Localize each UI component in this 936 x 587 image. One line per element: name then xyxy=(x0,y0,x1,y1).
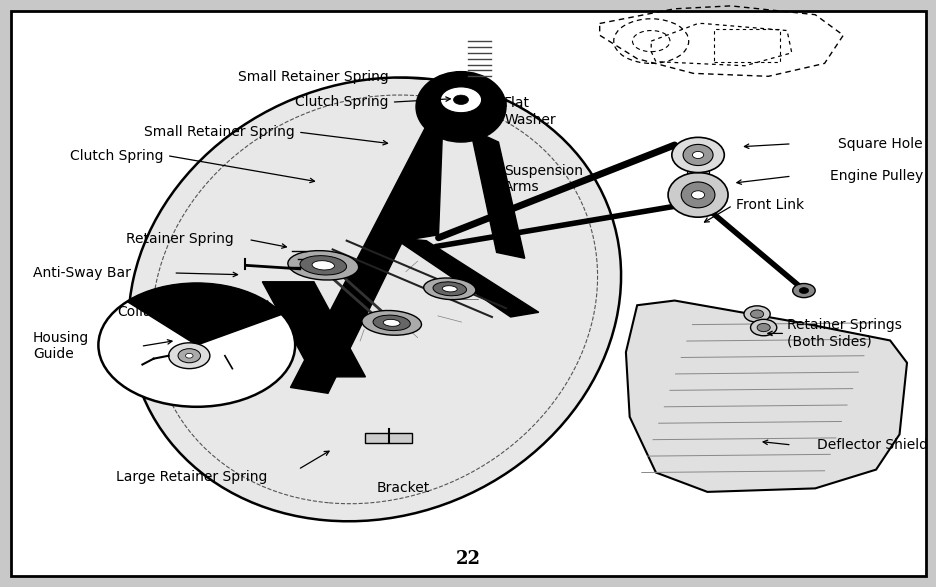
Ellipse shape xyxy=(312,261,334,270)
Polygon shape xyxy=(127,284,282,345)
Polygon shape xyxy=(393,238,538,317)
Ellipse shape xyxy=(287,251,358,280)
FancyBboxPatch shape xyxy=(11,11,925,576)
Text: Large Retainer Spring: Large Retainer Spring xyxy=(116,470,268,484)
Text: Deflector Shield: Deflector Shield xyxy=(816,438,927,452)
Text: Square Hole: Square Hole xyxy=(838,137,922,151)
Ellipse shape xyxy=(383,319,400,326)
Text: Housing
Guide: Housing Guide xyxy=(33,331,89,362)
Circle shape xyxy=(798,288,808,294)
Polygon shape xyxy=(625,301,906,492)
Circle shape xyxy=(453,95,468,104)
Ellipse shape xyxy=(423,278,475,299)
Ellipse shape xyxy=(442,286,457,292)
Ellipse shape xyxy=(185,353,193,358)
Ellipse shape xyxy=(373,315,410,330)
Ellipse shape xyxy=(432,282,466,296)
Ellipse shape xyxy=(692,151,703,158)
Text: 22: 22 xyxy=(456,550,480,568)
Text: Flat
Washer: Flat Washer xyxy=(504,96,555,127)
Polygon shape xyxy=(290,127,472,393)
Circle shape xyxy=(98,284,295,407)
Text: Retainer Springs
(Both Sides): Retainer Springs (Both Sides) xyxy=(786,318,901,349)
Ellipse shape xyxy=(178,349,200,363)
Circle shape xyxy=(750,310,763,318)
Ellipse shape xyxy=(691,191,704,199)
Circle shape xyxy=(756,323,769,332)
FancyBboxPatch shape xyxy=(365,433,412,443)
Polygon shape xyxy=(262,282,365,377)
Ellipse shape xyxy=(667,173,727,217)
Text: Bracket: Bracket xyxy=(376,481,429,495)
Ellipse shape xyxy=(671,137,724,173)
Ellipse shape xyxy=(440,87,481,113)
Text: Front Link: Front Link xyxy=(735,198,803,212)
Ellipse shape xyxy=(128,77,621,521)
Text: Clutch Spring: Clutch Spring xyxy=(70,149,164,163)
Ellipse shape xyxy=(682,144,712,166)
Ellipse shape xyxy=(680,182,714,208)
Ellipse shape xyxy=(416,72,505,142)
Ellipse shape xyxy=(168,343,210,369)
FancyBboxPatch shape xyxy=(686,152,709,180)
Ellipse shape xyxy=(300,256,346,275)
Text: Small Retainer Spring: Small Retainer Spring xyxy=(238,70,388,85)
Circle shape xyxy=(750,319,776,336)
Text: Suspension
Arms: Suspension Arms xyxy=(504,164,582,194)
Circle shape xyxy=(792,284,814,298)
Ellipse shape xyxy=(361,311,421,335)
Circle shape xyxy=(743,306,769,322)
Text: Anti-Sway Bar: Anti-Sway Bar xyxy=(33,266,130,280)
Text: Collar: Collar xyxy=(117,305,157,319)
Text: Small Retainer Spring: Small Retainer Spring xyxy=(144,125,295,139)
Text: Retainer Spring: Retainer Spring xyxy=(126,232,234,247)
Text: Engine Pulley: Engine Pulley xyxy=(828,169,922,183)
Text: Clutch Spring: Clutch Spring xyxy=(295,95,388,109)
Polygon shape xyxy=(470,129,524,258)
